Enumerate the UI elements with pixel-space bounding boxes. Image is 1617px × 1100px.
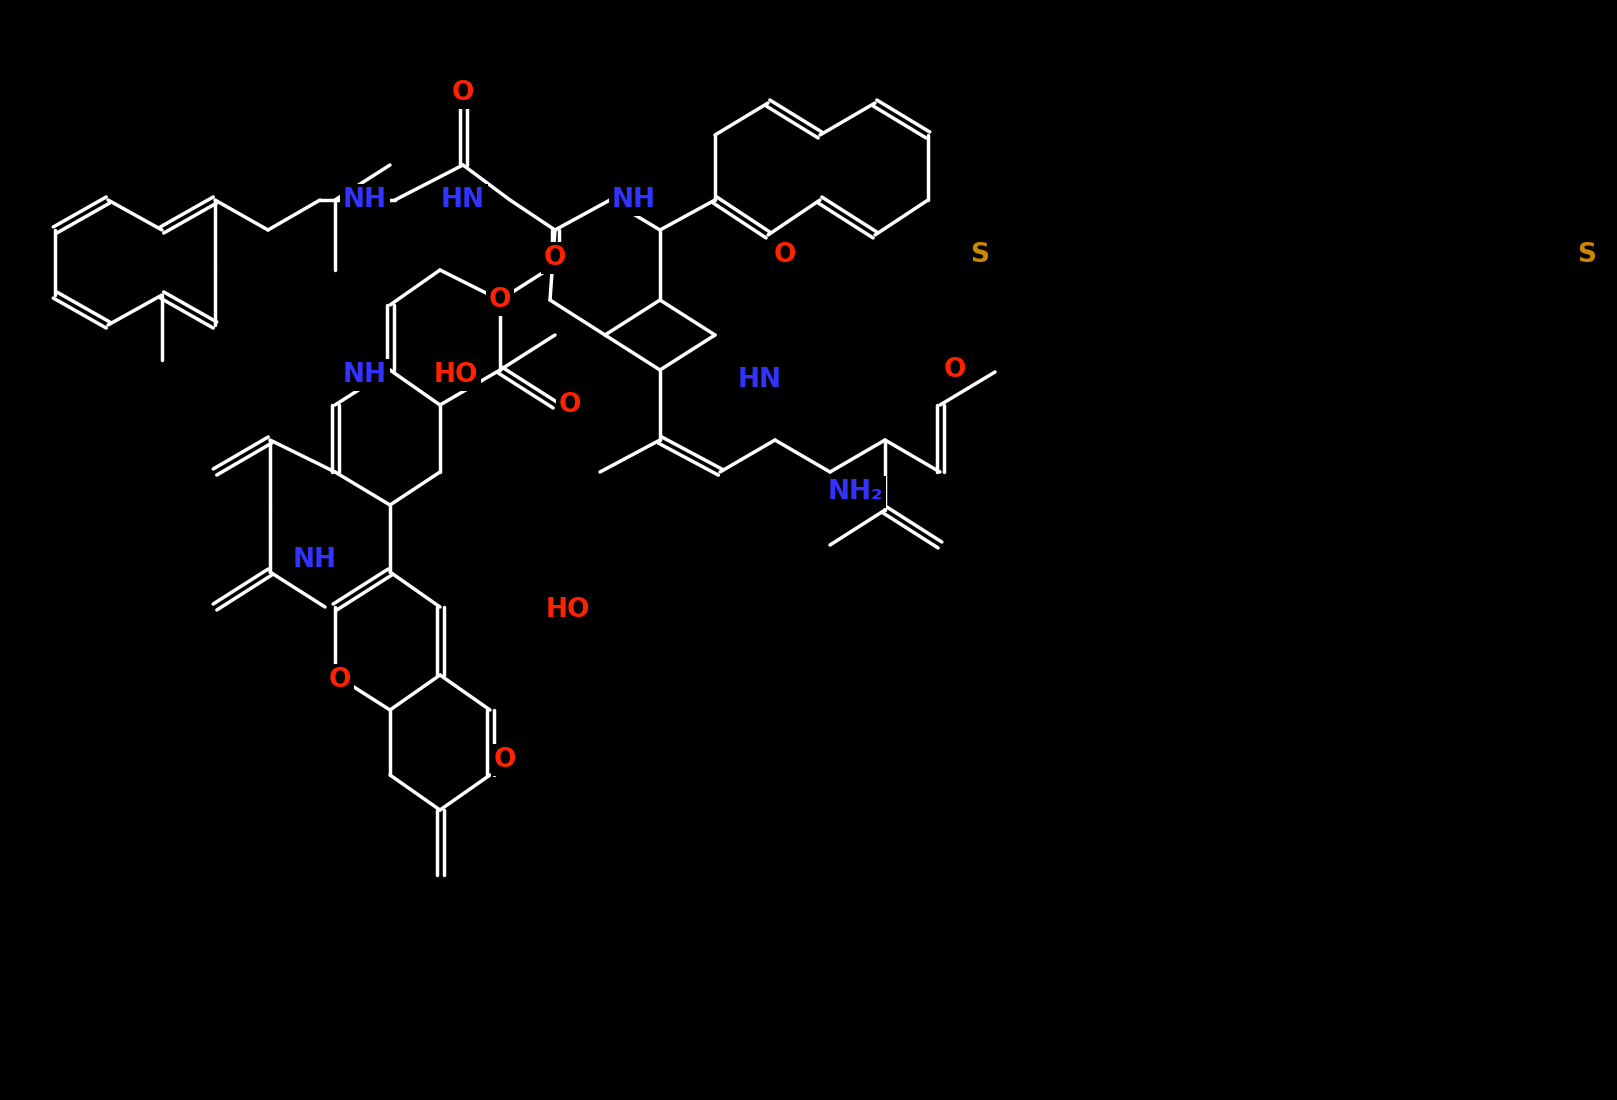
Text: O: O: [451, 80, 474, 106]
Text: NH: NH: [293, 547, 336, 573]
Text: O: O: [328, 667, 351, 693]
Text: HO: HO: [547, 597, 590, 623]
Text: O: O: [543, 245, 566, 271]
Text: O: O: [775, 242, 796, 268]
Text: NH: NH: [343, 362, 386, 388]
Text: HO: HO: [433, 362, 479, 388]
Text: NH₂: NH₂: [828, 478, 883, 505]
Text: S: S: [1578, 242, 1596, 268]
Text: HN: HN: [441, 187, 485, 213]
Text: O: O: [488, 287, 511, 314]
Text: O: O: [493, 747, 516, 773]
Text: O: O: [944, 358, 967, 383]
Text: NH: NH: [343, 187, 386, 213]
Text: NH: NH: [611, 187, 657, 213]
Text: O: O: [559, 392, 581, 418]
Text: S: S: [970, 242, 990, 268]
Text: HN: HN: [737, 367, 783, 393]
